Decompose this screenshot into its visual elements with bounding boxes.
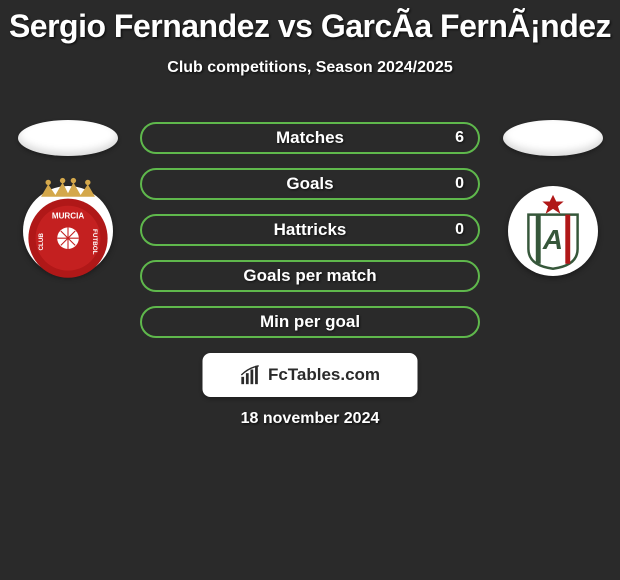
- bar-chart-icon: [240, 364, 262, 386]
- stat-row-matches: Matches 6: [140, 122, 480, 154]
- stat-label: Min per goal: [260, 312, 360, 332]
- stat-row-min-per-goal: Min per goal: [140, 306, 480, 338]
- stat-label: Goals: [286, 174, 333, 194]
- stats-table: Matches 6 Goals 0 Hattricks 0 Goals per …: [140, 122, 480, 338]
- stat-right-value: 6: [455, 129, 464, 147]
- stat-right-value: 0: [455, 175, 464, 193]
- left-column: MURCIA CLUB FUTBOL: [15, 120, 120, 276]
- club-badge-right: A: [508, 186, 598, 276]
- branding-badge: FcTables.com: [203, 353, 418, 397]
- infographic-container: Sergio Fernandez vs GarcÃa FernÃ¡ndez Cl…: [0, 0, 620, 580]
- right-column: A: [500, 120, 605, 276]
- svg-text:A: A: [541, 224, 562, 255]
- stat-label: Matches: [276, 128, 344, 148]
- stat-row-goals: Goals 0: [140, 168, 480, 200]
- player-silhouette-right: [503, 120, 603, 156]
- stat-label: Hattricks: [274, 220, 347, 240]
- svg-text:MURCIA: MURCIA: [51, 211, 83, 220]
- branding-text: FcTables.com: [268, 365, 380, 385]
- svg-text:FUTBOL: FUTBOL: [91, 229, 98, 255]
- page-title: Sergio Fernandez vs GarcÃa FernÃ¡ndez: [0, 0, 620, 45]
- date-label: 18 november 2024: [241, 410, 380, 428]
- subtitle: Club competitions, Season 2024/2025: [0, 59, 620, 77]
- stat-row-goals-per-match: Goals per match: [140, 260, 480, 292]
- stat-label: Goals per match: [243, 266, 376, 286]
- club-badge-left: MURCIA CLUB FUTBOL: [23, 186, 113, 276]
- player-silhouette-left: [18, 120, 118, 156]
- right-badge-icon: A: [512, 190, 594, 272]
- svg-text:CLUB: CLUB: [37, 233, 44, 251]
- stat-right-value: 0: [455, 221, 464, 239]
- stat-row-hattricks: Hattricks 0: [140, 214, 480, 246]
- murcia-badge-icon: MURCIA CLUB FUTBOL: [23, 177, 113, 285]
